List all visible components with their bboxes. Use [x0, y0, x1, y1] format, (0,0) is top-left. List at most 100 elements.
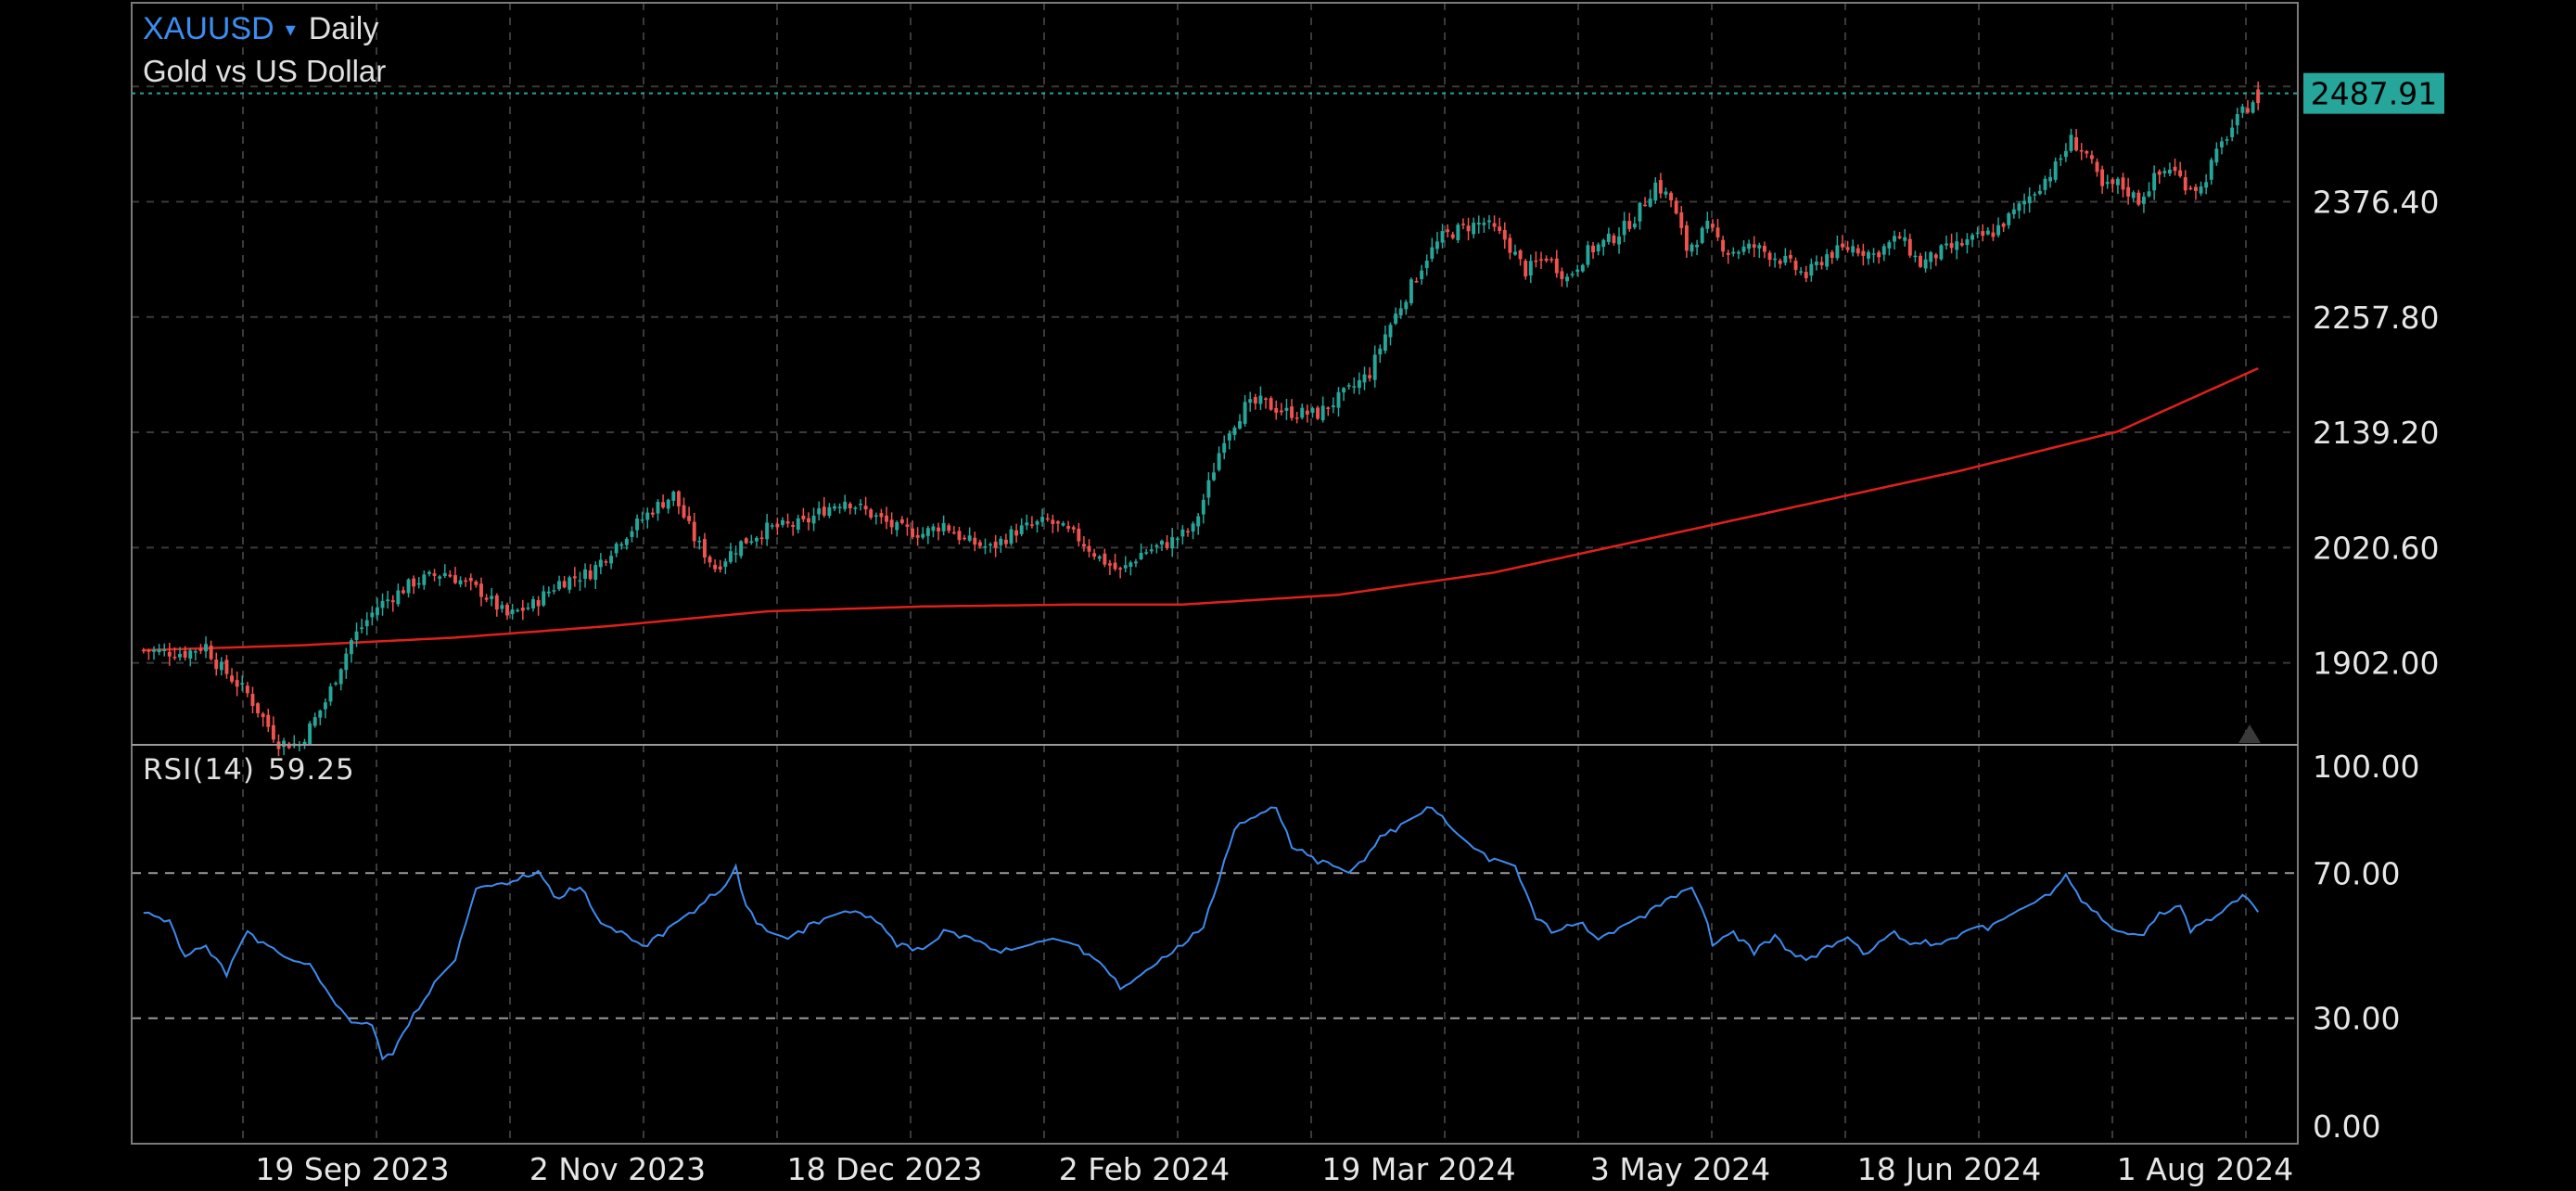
- candle: [427, 570, 431, 577]
- candle-body: [500, 605, 504, 609]
- candle-body: [370, 612, 375, 618]
- candle: [334, 681, 338, 686]
- candle: [1123, 556, 1128, 573]
- candle: [152, 646, 156, 660]
- candle-body: [2053, 161, 2058, 180]
- candle: [983, 538, 988, 555]
- candle: [1466, 217, 1471, 241]
- candle: [2059, 154, 2063, 166]
- timeframe-label[interactable]: Daily: [308, 11, 379, 46]
- candle-body: [1877, 251, 1881, 258]
- candle: [432, 569, 437, 582]
- candle: [635, 514, 640, 538]
- candle-body: [676, 491, 681, 506]
- candle-body: [1741, 246, 1746, 252]
- candle: [848, 502, 852, 515]
- candle-body: [827, 506, 832, 517]
- candle: [619, 542, 624, 550]
- candle-body: [754, 537, 759, 542]
- candle: [1118, 566, 1123, 579]
- candle: [261, 711, 265, 727]
- rsi-tick-label: 100.00: [2313, 749, 2419, 785]
- candle: [1705, 211, 1710, 234]
- candle-body: [412, 578, 416, 587]
- time-tick-label: 18 Jun 2024: [1857, 1151, 2042, 1187]
- candle: [1606, 227, 1611, 245]
- candle-body: [941, 522, 946, 531]
- candle: [516, 608, 520, 613]
- candle-body: [578, 580, 582, 583]
- candle-body: [1196, 516, 1201, 527]
- candle: [853, 506, 858, 515]
- candle-body: [484, 597, 489, 600]
- candle-body: [542, 591, 546, 606]
- candle-body: [1913, 255, 1918, 258]
- candle: [240, 675, 245, 692]
- candle: [2095, 158, 2099, 177]
- candle-body: [1508, 237, 1512, 253]
- candle: [723, 557, 728, 574]
- symbol-header[interactable]: XAUUSD ▾ Daily: [143, 11, 378, 47]
- candle-body: [749, 541, 754, 544]
- candle: [1762, 241, 1766, 259]
- candle-body: [416, 583, 421, 585]
- candle-body: [375, 607, 379, 616]
- chevron-down-icon[interactable]: ▾: [285, 18, 296, 41]
- candle-body: [1721, 239, 1726, 252]
- candle-body: [1975, 232, 1980, 235]
- candle: [578, 571, 582, 591]
- candle: [874, 512, 878, 525]
- candle: [791, 521, 796, 536]
- candle-body: [1965, 238, 1970, 246]
- candle: [692, 512, 696, 548]
- candle: [609, 550, 614, 570]
- candle-body: [1310, 408, 1315, 413]
- candle: [1855, 244, 1860, 257]
- candle-body: [2235, 113, 2239, 126]
- candle: [282, 737, 287, 756]
- candle: [438, 574, 442, 586]
- candle-body: [323, 702, 327, 710]
- symbol-ticker[interactable]: XAUUSD: [143, 11, 274, 46]
- time-tick-label: 2 Feb 2024: [1059, 1151, 1230, 1187]
- candle-body: [973, 537, 977, 545]
- candle-body: [1643, 204, 1648, 207]
- candle: [1539, 251, 1543, 270]
- candle: [162, 643, 167, 657]
- candle: [328, 683, 333, 706]
- candle-body: [1949, 243, 1954, 249]
- candle-body: [1981, 231, 1985, 237]
- candle-body: [759, 537, 764, 540]
- candle-body: [1326, 407, 1331, 409]
- candle-body: [957, 531, 962, 541]
- candle-body: [588, 570, 593, 580]
- candle-body: [1893, 236, 1896, 242]
- candle: [941, 515, 946, 536]
- candle: [905, 518, 910, 536]
- candle: [1368, 366, 1372, 382]
- candle-body: [843, 501, 848, 509]
- candle: [2199, 181, 2203, 197]
- candle-body: [474, 581, 478, 585]
- candle-body: [1549, 259, 1554, 261]
- time-axis: 19 Sep 2023 2 Nov 2023 18 Dec 2023 2 Feb 20…: [255, 1151, 2293, 1187]
- candle: [1502, 222, 1507, 250]
- candle-body: [609, 556, 614, 564]
- candle: [1907, 233, 1912, 258]
- candle: [1877, 250, 1881, 264]
- candle: [406, 578, 411, 598]
- candle: [2053, 157, 2058, 183]
- candle-body: [312, 717, 317, 726]
- candle: [656, 499, 660, 521]
- candle: [988, 542, 993, 553]
- candle-body: [2246, 108, 2250, 113]
- candle-body: [2157, 171, 2162, 175]
- frame-border: [131, 2, 2299, 1145]
- candle: [1331, 397, 1335, 414]
- last-price-badge: [2303, 72, 2444, 114]
- candle: [1191, 521, 1195, 540]
- candle-body: [1638, 202, 1642, 222]
- candle: [801, 507, 806, 522]
- candle: [412, 575, 416, 595]
